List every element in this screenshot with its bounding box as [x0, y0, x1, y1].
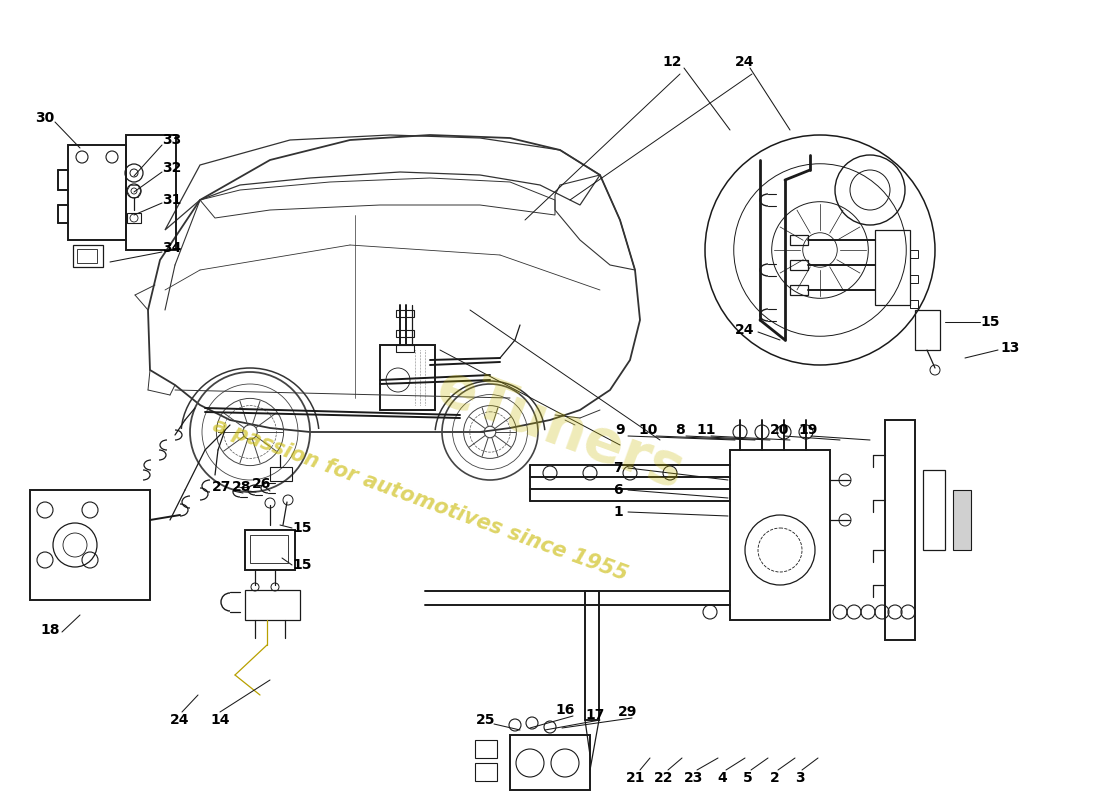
Text: 30: 30	[35, 111, 55, 125]
Text: 26: 26	[252, 477, 272, 491]
Bar	[915, 310, 940, 350]
Text: 9: 9	[615, 423, 625, 437]
Text: 27: 27	[212, 480, 232, 494]
Text: 17: 17	[585, 708, 605, 722]
Bar	[790, 285, 808, 295]
Bar	[790, 260, 808, 270]
Text: 33: 33	[163, 133, 182, 147]
Text: 34: 34	[163, 241, 182, 255]
Text: 19: 19	[799, 423, 817, 437]
Text: 24: 24	[735, 323, 755, 337]
Bar	[126, 135, 176, 250]
Bar	[30, 490, 150, 600]
Bar	[475, 740, 497, 758]
Text: 5: 5	[744, 771, 752, 785]
Text: 10: 10	[638, 423, 658, 437]
Text: a passion for automotives since 1955: a passion for automotives since 1955	[210, 415, 630, 585]
Text: 11: 11	[696, 423, 716, 437]
Text: 4: 4	[717, 771, 727, 785]
Text: 22: 22	[654, 771, 673, 785]
Text: 14: 14	[210, 713, 230, 727]
Text: 21: 21	[626, 771, 646, 785]
Bar	[874, 230, 910, 305]
Text: 1: 1	[613, 505, 623, 519]
Bar	[379, 345, 434, 410]
Bar	[910, 300, 918, 308]
Text: 3: 3	[795, 771, 805, 785]
Text: 32: 32	[163, 161, 182, 175]
Text: 16: 16	[556, 703, 574, 717]
Bar	[396, 345, 414, 352]
Text: 12: 12	[662, 55, 682, 69]
Bar	[270, 467, 292, 481]
Text: 31: 31	[163, 193, 182, 207]
Bar	[245, 590, 300, 620]
Text: 25: 25	[476, 713, 496, 727]
Text: eTuners: eTuners	[428, 359, 692, 501]
Text: 24: 24	[170, 713, 189, 727]
Text: 2: 2	[770, 771, 780, 785]
Text: 18: 18	[41, 623, 59, 637]
Text: 24: 24	[735, 55, 755, 69]
Text: 7: 7	[613, 461, 623, 475]
Bar	[73, 245, 103, 267]
Bar	[396, 330, 414, 337]
Text: 29: 29	[618, 705, 638, 719]
Bar	[475, 763, 497, 781]
Text: 28: 28	[232, 480, 252, 494]
Bar	[886, 420, 915, 640]
Text: 23: 23	[684, 771, 704, 785]
Bar	[126, 213, 141, 223]
Bar	[245, 530, 295, 570]
Text: 13: 13	[1000, 341, 1020, 355]
Text: 20: 20	[770, 423, 790, 437]
Bar	[68, 145, 126, 240]
Bar	[510, 735, 590, 790]
Text: 15: 15	[293, 521, 311, 535]
Bar	[953, 490, 971, 550]
Bar	[790, 235, 808, 245]
Bar	[730, 450, 830, 620]
Bar	[923, 470, 945, 550]
Bar	[396, 310, 414, 317]
Bar	[250, 535, 288, 563]
Bar	[910, 275, 918, 283]
Text: 15: 15	[980, 315, 1000, 329]
Text: 6: 6	[613, 483, 623, 497]
Text: 8: 8	[675, 423, 685, 437]
Bar	[77, 249, 97, 263]
Text: 15: 15	[293, 558, 311, 572]
Bar	[910, 250, 918, 258]
